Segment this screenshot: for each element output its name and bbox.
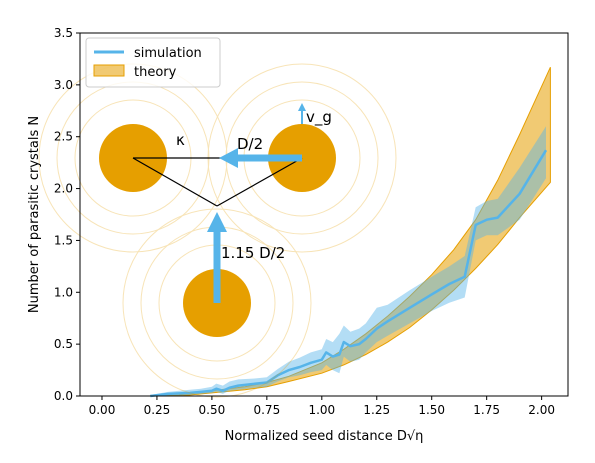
y-tick-label: 2.0 [54,182,73,196]
half-distance-arrow-shaft [236,154,302,162]
simulation-line [150,149,548,398]
height-arrow-shaft [213,230,221,303]
velocity-arrow-head [298,103,306,111]
legend: simulation theory [85,37,221,88]
x-tick-label: 0.25 [144,403,171,417]
theory-band [150,66,551,397]
x-tick-label: 0.00 [89,403,116,417]
legend-theory-swatch [93,64,125,77]
half-distance-label: D/2 [237,135,263,153]
x-tick-label: 0.50 [199,403,226,417]
velocity-label: v_g [306,108,332,127]
x-tick-label: 1.00 [308,403,335,417]
triangle-right-edge [216,157,303,207]
x-tick-label: 2.00 [528,403,555,417]
y-tick-label: 3.5 [54,26,73,40]
y-tick-label: 0.5 [54,337,73,351]
y-tick-label: 1.0 [54,285,73,299]
kappa-label: κ [176,131,185,149]
y-tick-label: 3.0 [54,78,73,92]
x-tick-label: 1.75 [473,403,500,417]
triangle-left-edge [132,157,218,207]
plot-frame [79,32,569,397]
legend-theory-label: theory [134,65,177,80]
wave-ring [122,208,312,398]
height-arrow-head [207,212,227,232]
height-label: 1.15 D/2 [221,244,285,262]
y-tick-label: 2.5 [54,130,73,144]
x-tick-label: 0.75 [253,403,280,417]
x-tick-label: 1.25 [363,403,390,417]
y-tick-label: 1.5 [54,233,73,247]
legend-simulation-label: simulation [134,46,202,61]
y-tick-label: 0.0 [54,389,73,403]
half-distance-arrow-head [219,148,238,168]
x-axis-label: Normalized seed distance D√η [225,429,424,444]
y-axis-label: Number of parasitic crystals N [27,116,42,313]
inset-diagram: κ D/2 1.15 D/2 v_g [38,63,397,398]
axes: 0.00 0.25 0.50 0.75 1.00 1.25 1.50 1.75 2.00 0.0 0… [54,26,555,417]
x-tick-label: 1.50 [418,403,445,417]
plot-area [150,66,551,398]
